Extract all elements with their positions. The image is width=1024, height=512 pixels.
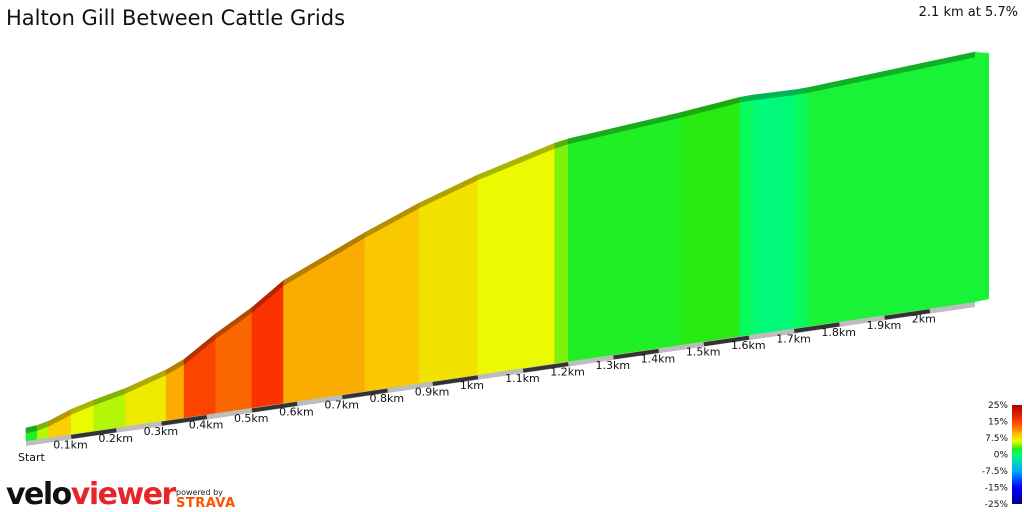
distance-tick — [793, 322, 840, 333]
profile-segment-face — [283, 237, 366, 404]
powered-by-text: powered by — [176, 488, 223, 497]
gradient-legend-bar — [1012, 405, 1022, 504]
distance-tick — [251, 401, 298, 413]
distance-label: 0.7km — [324, 399, 359, 412]
distance-label: 1.2km — [550, 366, 585, 379]
distance-tick — [884, 309, 931, 320]
distance-label: 0.5km — [234, 412, 269, 425]
distance-tick — [613, 348, 659, 360]
gradient-legend-label: 15% — [988, 418, 1008, 428]
distance-label: 2km — [912, 313, 936, 326]
distance-label: 0.9km — [415, 385, 450, 398]
profile-segment-face — [567, 116, 682, 362]
gradient-legend-label: -25% — [985, 500, 1009, 510]
distance-label: 1.8km — [821, 326, 856, 339]
distance-label: 1km — [460, 379, 484, 392]
distance-tick — [432, 375, 479, 386]
profile-segment-face — [215, 311, 253, 414]
logo-velo-text: velo — [6, 477, 72, 512]
distance-label: 1.1km — [505, 372, 540, 385]
gradient-legend-label: 7.5% — [985, 434, 1008, 444]
distance-label: Start — [18, 451, 46, 464]
distance-label: 1.7km — [776, 332, 811, 345]
distance-label: 0.8km — [370, 392, 405, 405]
distance-label: 0.1km — [53, 438, 88, 451]
profile-end-cap — [975, 52, 989, 302]
veloviewer-logo[interactable]: veloviewer — [6, 477, 177, 512]
profile-segment-face — [906, 56, 976, 313]
distance-label: 0.6km — [279, 405, 314, 418]
logo-viewer-text: viewer — [70, 477, 177, 512]
segment-title: Halton Gill Between Cattle Grids — [6, 6, 346, 30]
profile-segment-face — [739, 99, 754, 337]
distance-label: 1.3km — [595, 359, 630, 372]
strava-logo[interactable]: STRAVA — [176, 496, 236, 511]
distance-tick — [703, 335, 750, 347]
profile-segment-face — [807, 71, 908, 327]
distance-label: 0.4km — [189, 419, 224, 432]
gradient-legend-label: -15% — [985, 484, 1009, 494]
profile-segment-face — [418, 179, 479, 384]
distance-label: 0.3km — [144, 425, 179, 438]
distance-tick — [342, 388, 388, 400]
profile-segment-face — [793, 92, 809, 329]
profile-segment-face — [753, 94, 795, 335]
distance-tick — [70, 428, 117, 439]
distance-label: 1.5km — [686, 346, 721, 359]
gradient-legend-label: 25% — [988, 401, 1008, 411]
profile-segment-face — [554, 143, 569, 364]
segment-summary: 2.1 km at 5.7% — [918, 5, 1018, 20]
profile-segment-face — [680, 101, 741, 346]
distance-label: 1.4km — [641, 352, 676, 365]
gradient-legend-label: -7.5% — [982, 467, 1009, 477]
distance-label: 1.6km — [731, 339, 766, 352]
distance-tick — [522, 362, 569, 373]
profile-segment-face — [477, 147, 556, 376]
distance-label: 1.9km — [867, 319, 902, 332]
profile-segment-face — [364, 207, 420, 392]
distance-label: 0.2km — [98, 432, 133, 445]
gradient-legend-label: 0% — [994, 451, 1009, 461]
distance-tick — [161, 415, 208, 426]
